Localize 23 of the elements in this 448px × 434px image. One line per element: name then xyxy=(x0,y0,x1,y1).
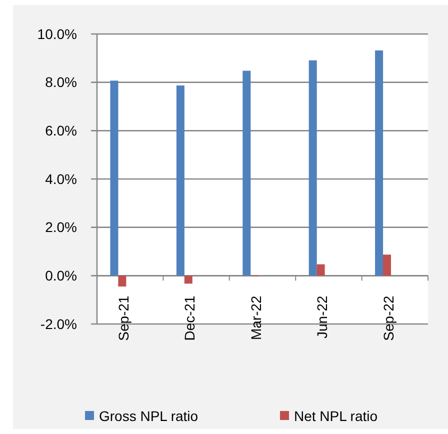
bar xyxy=(176,85,184,276)
y-tick-label: 2.0% xyxy=(45,219,77,236)
bar xyxy=(382,254,391,276)
legend-label: Net NPL ratio xyxy=(294,408,378,424)
x-tick-label: Sep-21 xyxy=(115,295,132,341)
y-tick-label: 6.0% xyxy=(45,122,77,139)
y-tick-label: 10.0% xyxy=(37,26,77,42)
x-tick-label: Sep-22 xyxy=(380,295,396,341)
y-tick-label: 4.0% xyxy=(45,170,77,187)
bar xyxy=(308,60,317,276)
x-tick-label: Jun-22 xyxy=(314,295,330,338)
bar xyxy=(118,276,126,287)
bar xyxy=(184,276,192,284)
x-tick-label: Dec-21 xyxy=(182,295,198,341)
bar xyxy=(375,50,384,276)
bar xyxy=(110,80,118,276)
bar xyxy=(316,264,325,276)
x-tick-label: Mar-22 xyxy=(248,295,264,340)
y-tick-label: 0.0% xyxy=(45,268,77,284)
y-tick-label: -2.0% xyxy=(40,316,77,332)
legend-label: Gross NPL ratio xyxy=(99,408,198,424)
y-tick-label: 8.0% xyxy=(45,74,77,90)
bar xyxy=(242,70,251,276)
